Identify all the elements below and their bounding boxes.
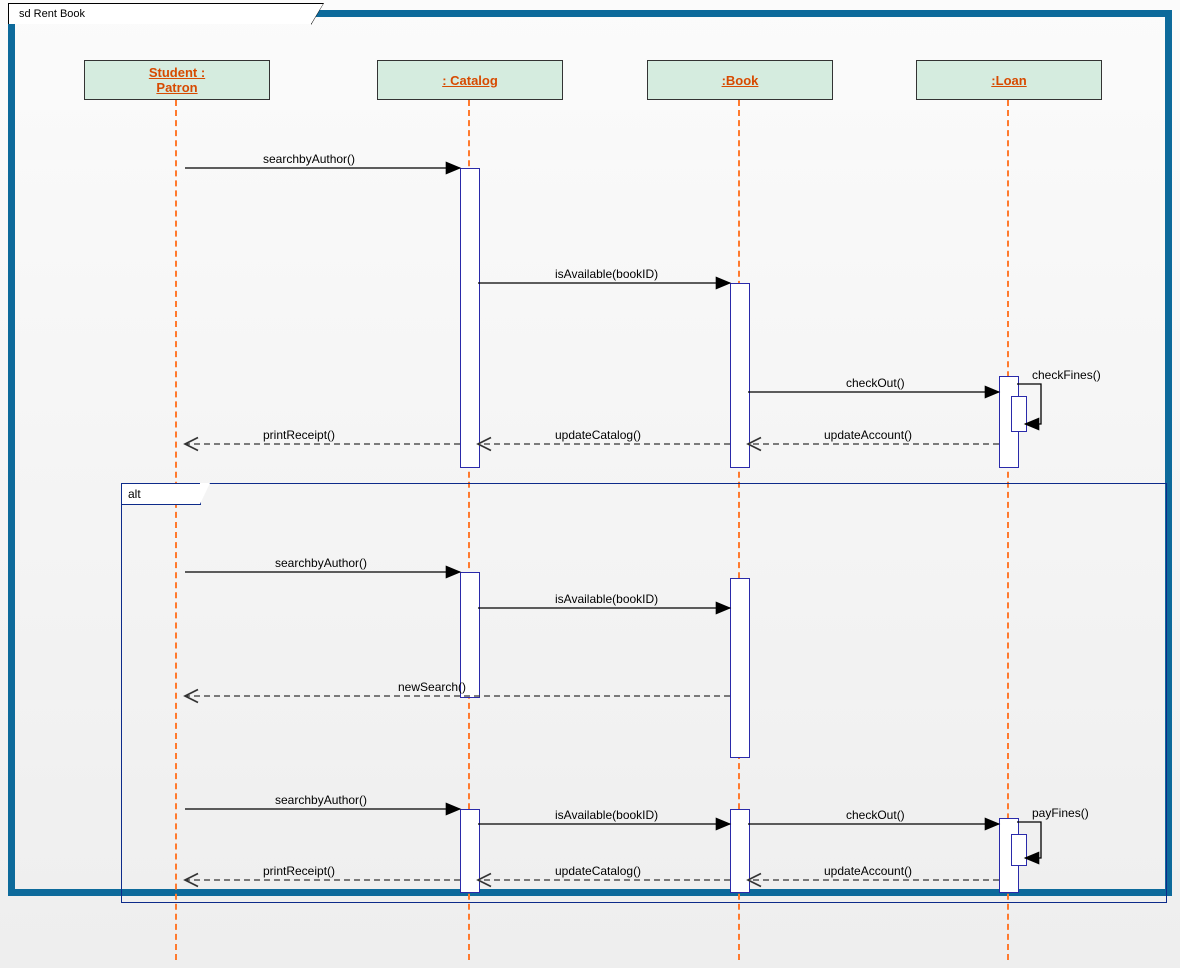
alt-label-text: alt: [128, 487, 141, 501]
participant-label: Student :: [149, 65, 205, 80]
message-label: updateCatalog(): [555, 864, 641, 878]
message-label: isAvailable(bookID): [555, 592, 658, 606]
message-label: printReceipt(): [263, 864, 335, 878]
message-label: checkOut(): [846, 376, 905, 390]
participant-loan: :Loan: [916, 60, 1102, 100]
alt-fragment: alt: [121, 483, 1167, 903]
message-label: updateAccount(): [824, 428, 912, 442]
participant-label: :Loan: [991, 73, 1026, 88]
participant-catalog: : Catalog: [377, 60, 563, 100]
activation-loan: [1011, 396, 1027, 432]
activation-catalog: [460, 168, 480, 468]
message-label: newSearch(): [398, 680, 466, 694]
message-label: updateCatalog(): [555, 428, 641, 442]
participant-book: :Book: [647, 60, 833, 100]
activation-book: [730, 283, 750, 468]
message-label: isAvailable(bookID): [555, 808, 658, 822]
participant-label: Patron: [156, 80, 197, 95]
frame-label-text: sd Rent Book: [19, 8, 85, 20]
alt-fragment-label: alt: [121, 483, 201, 505]
message-label: isAvailable(bookID): [555, 267, 658, 281]
frame-label-tab: sd Rent Book: [8, 3, 312, 24]
participant-label: : Catalog: [442, 73, 498, 88]
message-label: updateAccount(): [824, 864, 912, 878]
message-label: checkOut(): [846, 808, 905, 822]
participant-patron: Student :Patron: [84, 60, 270, 100]
message-label: searchbyAuthor(): [263, 152, 355, 166]
message-label: searchbyAuthor(): [275, 556, 367, 570]
message-label: checkFines(): [1032, 368, 1101, 382]
message-label: payFines(): [1032, 806, 1089, 820]
message-label: printReceipt(): [263, 428, 335, 442]
message-label: searchbyAuthor(): [275, 793, 367, 807]
participant-label: :Book: [722, 73, 759, 88]
sequence-diagram: sd Rent Book Student :Patron : Catalog :Bo…: [0, 0, 1180, 968]
